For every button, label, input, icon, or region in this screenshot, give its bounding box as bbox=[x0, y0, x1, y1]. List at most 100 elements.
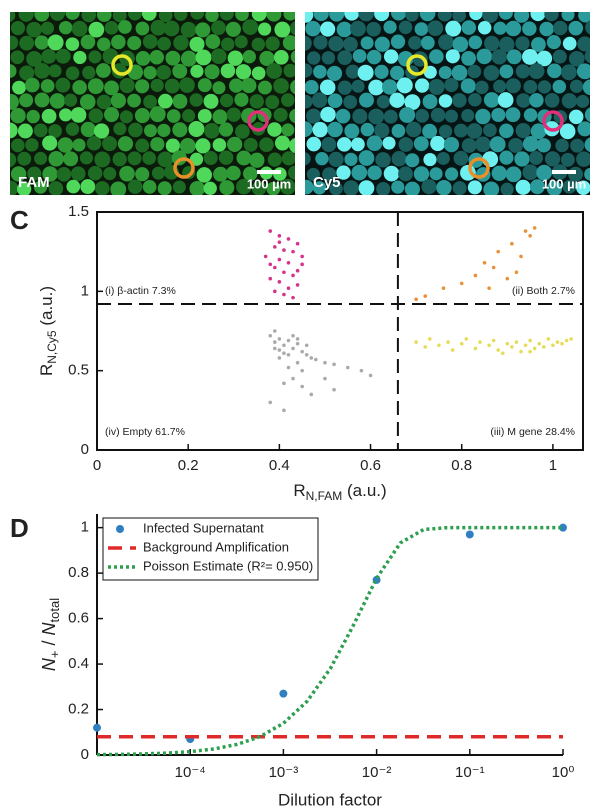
y-tick-label: 0.2 bbox=[68, 700, 89, 717]
droplet bbox=[438, 34, 454, 50]
droplet bbox=[203, 151, 218, 165]
droplet bbox=[234, 35, 248, 49]
channel-label: Cy5 bbox=[313, 174, 341, 191]
droplet bbox=[414, 22, 429, 36]
droplet bbox=[466, 123, 483, 139]
droplet bbox=[505, 107, 521, 123]
scatter-point bbox=[300, 368, 304, 373]
droplet bbox=[437, 12, 452, 22]
droplet bbox=[493, 79, 507, 93]
droplet bbox=[135, 167, 150, 182]
droplet bbox=[86, 135, 102, 151]
droplet bbox=[307, 51, 321, 65]
droplet bbox=[190, 64, 204, 78]
droplet bbox=[249, 152, 265, 168]
droplet bbox=[94, 151, 111, 168]
scatter-point bbox=[546, 337, 551, 341]
droplet bbox=[469, 12, 483, 21]
droplet bbox=[235, 124, 250, 139]
droplet bbox=[460, 78, 476, 94]
droplet bbox=[444, 77, 459, 93]
droplet bbox=[374, 36, 390, 52]
droplet bbox=[195, 22, 211, 38]
x-tick-label: 10⁻⁴ bbox=[175, 764, 206, 781]
y-tick-label: 0.5 bbox=[68, 362, 89, 379]
droplet bbox=[390, 34, 406, 49]
droplet bbox=[156, 64, 172, 80]
droplet bbox=[423, 152, 437, 167]
droplet bbox=[70, 166, 86, 181]
droplet bbox=[197, 108, 212, 123]
droplet bbox=[578, 12, 590, 23]
droplet bbox=[453, 150, 469, 166]
droplet bbox=[281, 93, 295, 107]
droplet bbox=[79, 94, 96, 110]
droplet bbox=[404, 94, 421, 111]
y-tick-label: 0 bbox=[81, 746, 89, 763]
droplet bbox=[405, 121, 422, 138]
scatter-point bbox=[273, 289, 277, 294]
legend-label: Background Amplification bbox=[143, 539, 289, 554]
scatter-point bbox=[277, 257, 282, 262]
droplet bbox=[404, 181, 420, 195]
droplet bbox=[179, 138, 196, 154]
droplet bbox=[11, 138, 25, 153]
droplet bbox=[119, 165, 135, 182]
data-point bbox=[465, 530, 474, 539]
droplet bbox=[429, 49, 444, 64]
droplet bbox=[568, 50, 585, 67]
droplet bbox=[180, 50, 197, 67]
droplet bbox=[584, 49, 590, 64]
droplet bbox=[81, 12, 97, 23]
scatter-point bbox=[295, 268, 300, 273]
x-tick-label: 0 bbox=[93, 457, 101, 474]
droplet bbox=[41, 108, 57, 124]
droplet bbox=[142, 34, 158, 49]
droplet bbox=[352, 49, 367, 63]
droplet bbox=[358, 12, 374, 22]
droplet bbox=[376, 182, 391, 195]
droplet bbox=[413, 166, 430, 182]
droplet bbox=[305, 35, 312, 51]
droplet bbox=[438, 65, 452, 80]
droplet bbox=[104, 20, 119, 35]
scatter-point bbox=[291, 346, 295, 351]
droplet bbox=[374, 12, 390, 22]
scatter-point bbox=[286, 353, 291, 357]
y-tick-label: 0 bbox=[81, 441, 89, 458]
scatter-point bbox=[450, 348, 455, 352]
scatter-point bbox=[532, 226, 537, 230]
droplet bbox=[514, 12, 530, 23]
quadrant-label: (iii) M gene 28.4% bbox=[490, 426, 575, 438]
droplet bbox=[235, 12, 249, 21]
droplet bbox=[366, 21, 381, 37]
scatter-point bbox=[268, 333, 273, 338]
x-tick-label: 10⁰ bbox=[552, 764, 575, 781]
droplet bbox=[96, 94, 112, 110]
scatter-point bbox=[273, 346, 277, 351]
droplet bbox=[483, 123, 497, 138]
droplet bbox=[119, 110, 133, 124]
droplet bbox=[197, 78, 212, 93]
scatter-point bbox=[537, 341, 542, 346]
x-axis-label: RN,FAM (a.u.) bbox=[293, 481, 386, 503]
scatter-point bbox=[473, 273, 478, 278]
scatter-point bbox=[268, 276, 273, 281]
droplet bbox=[329, 181, 343, 195]
droplet bbox=[576, 180, 590, 195]
droplet bbox=[428, 78, 445, 95]
droplet bbox=[63, 151, 79, 167]
droplet bbox=[213, 166, 228, 182]
droplet bbox=[273, 78, 289, 94]
droplet bbox=[305, 121, 313, 138]
droplet bbox=[79, 151, 93, 165]
droplet bbox=[273, 107, 288, 122]
droplet bbox=[389, 92, 405, 108]
droplet bbox=[584, 167, 590, 181]
droplet bbox=[498, 12, 513, 20]
scatter-point bbox=[304, 353, 309, 357]
droplet bbox=[128, 122, 143, 138]
droplet bbox=[103, 167, 117, 181]
droplet bbox=[150, 78, 164, 92]
droplet bbox=[19, 35, 35, 51]
